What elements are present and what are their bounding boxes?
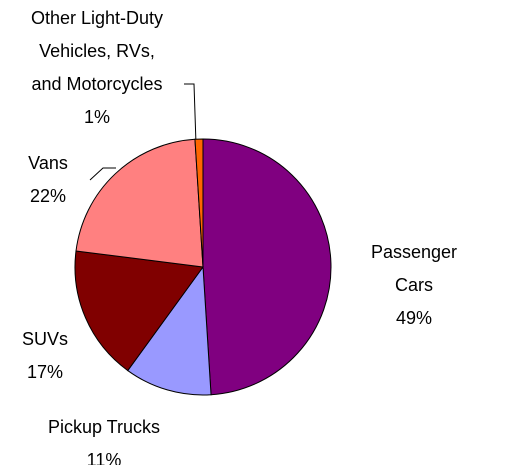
category-label: Pickup Trucks [47, 417, 161, 437]
pie-slice [75, 138, 204, 268]
value-label: 49% [395, 308, 433, 328]
value-label: 1% [83, 107, 110, 127]
slice-label: SUVs 17% [22, 323, 68, 389]
category-label: Vans [28, 153, 68, 173]
category-label: Other Light-Duty Vehicles, RVs, and Moto… [30, 8, 164, 94]
category-label: Passenger Cars [370, 242, 458, 295]
leader-line [89, 167, 116, 181]
pie-slice [127, 265, 212, 396]
value-label: 17% [26, 362, 64, 382]
pie-slice [202, 138, 332, 396]
slice-label: Vans 22% [28, 147, 68, 213]
pie-slice [194, 138, 204, 268]
value-label: 22% [29, 186, 67, 206]
leader-line [184, 83, 197, 145]
value-label: 11% [86, 450, 122, 465]
pie-slice [74, 250, 204, 372]
slice-label: Passenger Cars 49% [367, 236, 461, 335]
slice-label: Pickup Trucks 11% [48, 411, 160, 465]
category-label: SUVs [21, 329, 69, 349]
slice-label: Other Light-Duty Vehicles, RVs, and Moto… [31, 2, 163, 134]
